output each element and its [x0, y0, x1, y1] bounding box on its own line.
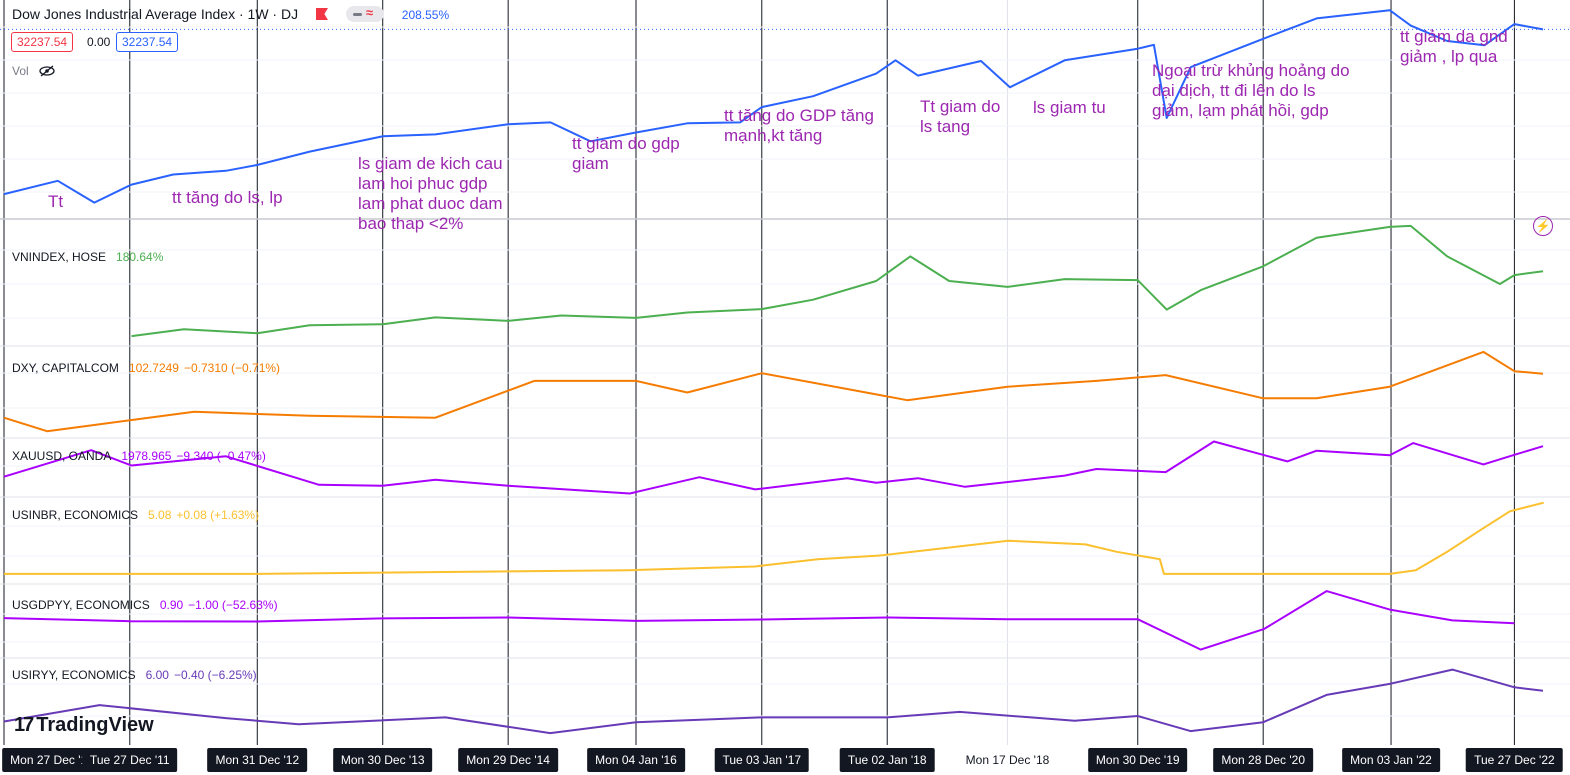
spread-value: 0.00: [87, 35, 111, 49]
annotation-text[interactable]: ls giam tu: [1033, 98, 1106, 117]
pane-label-vnindex[interactable]: VNINDEX, HOSE 180.64%: [12, 250, 164, 264]
time-tick-label[interactable]: Tue 02 Jan '18: [839, 748, 935, 772]
symbol-title[interactable]: Dow Jones Industrial Average Index · 1W …: [12, 6, 299, 22]
annotation-text[interactable]: tt tăng do ls, lp: [172, 188, 283, 207]
pane-label-usinbr[interactable]: USINBR, ECONOMICS 5.08 +0.08 (+1.63%): [12, 508, 260, 522]
pane-label-usiryy[interactable]: USIRYY, ECONOMICS 6.00 −0.40 (−6.25%): [12, 668, 257, 682]
pane-label-usgdpyy[interactable]: USGDPYY, ECONOMICS 0.90 −1.00 (−52.63%): [12, 598, 278, 612]
flag-icon[interactable]: [315, 8, 328, 20]
djia-line[interactable]: [3, 9, 1544, 204]
time-tick-label[interactable]: Mon 03 Jan '22: [1342, 748, 1440, 772]
annotation-text[interactable]: Ngoại trừ khủng hoảng do dại dịch, tt đi…: [1152, 61, 1350, 120]
vnindex-line[interactable]: [131, 224, 1544, 338]
time-tick-label[interactable]: Mon 28 Dec '20: [1213, 748, 1314, 772]
annotation-text[interactable]: tt tăng do GDP tăng mạnh,kt tăng: [724, 106, 874, 145]
time-tick-label[interactable]: Tue 27 Dec '22: [1466, 748, 1563, 772]
time-tick-label[interactable]: Mon 30 Dec '19: [1087, 748, 1188, 772]
sell-price[interactable]: 32237.54: [11, 32, 74, 52]
pane-label-dxy[interactable]: DXY, CAPITALCOM 102.7249 −0.7310 (−0.71%): [12, 361, 281, 375]
time-tick-label[interactable]: Mon 30 Dec '13: [332, 748, 433, 772]
annotation-text[interactable]: tt giam do gdp giam: [572, 134, 680, 173]
volume-indicator[interactable]: Vol: [12, 64, 56, 78]
symbol-header: Dow Jones Industrial Average Index · 1W …: [12, 5, 450, 22]
time-tick-label[interactable]: Mon 04 Jan '16: [587, 748, 685, 772]
series-lines: [0, 9, 1570, 735]
volume-label: Vol: [12, 64, 29, 78]
dxy-line[interactable]: [3, 350, 1544, 433]
horizontal-grid: [0, 26, 1570, 717]
xauusd-line[interactable]: [3, 440, 1544, 495]
tradingview-logo: 17 TradingView: [14, 714, 154, 736]
tradingview-mark-icon: 17: [14, 714, 34, 736]
annotation-text[interactable]: tt giảm da gnd giảm , lp qua: [1400, 27, 1508, 66]
percent-change: 208.55%: [401, 8, 450, 22]
time-tick-label[interactable]: Mon 31 Dec '12: [207, 748, 308, 772]
minus-icon: [352, 13, 362, 16]
time-tick-label[interactable]: Mon 17 Dec '18: [965, 753, 1050, 767]
annotation-text[interactable]: Tt: [48, 192, 64, 211]
time-tick-label[interactable]: Mon 29 Dec '14: [458, 748, 558, 772]
compare-toggle[interactable]: ≈: [345, 5, 384, 22]
eye-hidden-icon[interactable]: [38, 65, 56, 77]
annotation-text[interactable]: ls giam de kich cau lam hoi phuc gdp lam…: [358, 154, 503, 233]
lightning-icon[interactable]: ⚡: [1533, 216, 1553, 236]
buy-price[interactable]: 32237.54: [116, 32, 179, 52]
pane-separators: [0, 218, 1570, 659]
approx-icon: ≈: [365, 5, 374, 20]
time-tick-label[interactable]: Tue 03 Jan '17: [714, 748, 810, 772]
usinbr-line[interactable]: [4, 501, 1544, 575]
annotation-text[interactable]: Tt giam do ls tang: [920, 97, 1001, 136]
time-tick-label[interactable]: Tue 27 Dec '11: [81, 748, 178, 772]
usgdpyy-line[interactable]: [3, 590, 1515, 651]
pane-label-xauusd[interactable]: XAUUSD, OANDA 1978.965 −9.340 (−0.47%): [12, 449, 266, 463]
usiryy-line[interactable]: [3, 668, 1544, 735]
